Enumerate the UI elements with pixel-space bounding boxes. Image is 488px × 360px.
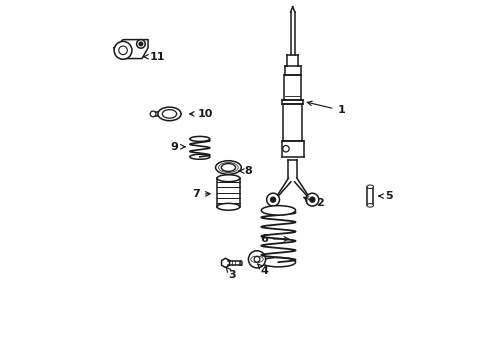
Circle shape: [150, 111, 156, 117]
Polygon shape: [114, 40, 148, 59]
Circle shape: [266, 193, 279, 206]
Ellipse shape: [261, 257, 295, 267]
Ellipse shape: [189, 154, 209, 159]
Circle shape: [136, 40, 145, 48]
Text: 5: 5: [378, 191, 392, 201]
Circle shape: [254, 256, 259, 262]
Text: 3: 3: [225, 267, 236, 280]
Text: 8: 8: [239, 166, 252, 176]
Ellipse shape: [366, 203, 373, 207]
Text: 1: 1: [307, 101, 345, 115]
Ellipse shape: [162, 110, 176, 118]
Circle shape: [305, 193, 318, 206]
Text: 2: 2: [303, 197, 323, 208]
Ellipse shape: [158, 107, 181, 121]
Text: 4: 4: [257, 264, 268, 276]
Bar: [366, 187, 373, 205]
Ellipse shape: [215, 161, 241, 174]
Ellipse shape: [261, 206, 295, 215]
Text: 11: 11: [143, 52, 165, 62]
Circle shape: [282, 145, 288, 152]
Circle shape: [309, 197, 314, 202]
Text: 9: 9: [170, 142, 184, 152]
Circle shape: [119, 46, 127, 55]
Ellipse shape: [217, 175, 240, 182]
Circle shape: [248, 251, 265, 268]
Text: 6: 6: [259, 234, 288, 244]
Circle shape: [139, 42, 142, 46]
Ellipse shape: [217, 203, 240, 210]
Ellipse shape: [366, 185, 373, 189]
Ellipse shape: [189, 136, 209, 141]
Ellipse shape: [221, 163, 235, 171]
Text: 10: 10: [189, 109, 213, 119]
Text: 7: 7: [192, 189, 210, 199]
Circle shape: [114, 41, 132, 59]
Circle shape: [270, 197, 275, 202]
